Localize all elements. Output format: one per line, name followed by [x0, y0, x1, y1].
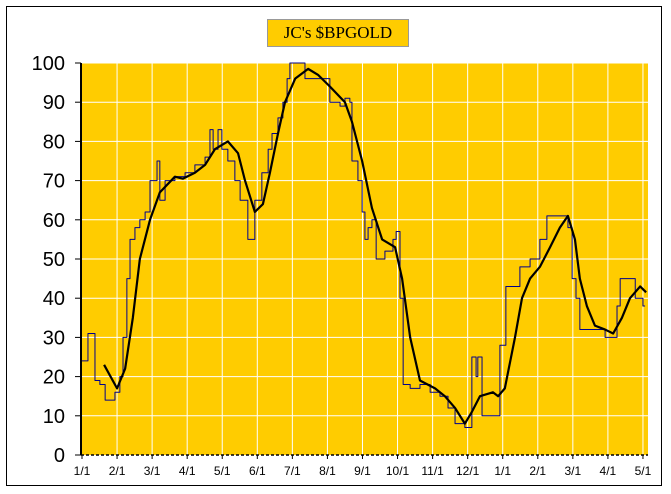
- x-tick-label: 11/1: [421, 464, 444, 478]
- chart-title: JC's $BPGOLD: [267, 19, 409, 47]
- y-tick-label: 40: [43, 288, 65, 310]
- x-tick-label: 9/1: [354, 464, 371, 478]
- x-tick-label: 3/1: [144, 464, 161, 478]
- y-tick-label: 90: [43, 92, 65, 114]
- y-tick-label: 70: [43, 171, 65, 193]
- series-line-raw: [82, 62, 646, 429]
- y-tick-label: 60: [43, 210, 65, 232]
- x-tick-label: 8/1: [319, 464, 336, 478]
- x-tick-label: 7/1: [284, 464, 301, 478]
- x-tick-label: 3/1: [564, 464, 581, 478]
- x-tick-label: 2/1: [109, 464, 126, 478]
- x-tick-label: 1/1: [74, 464, 91, 478]
- x-tick-label: 5/1: [635, 464, 652, 478]
- y-tick-label: 0: [54, 445, 65, 467]
- y-tick-label: 80: [43, 131, 65, 153]
- y-tick-label: 20: [43, 367, 65, 389]
- x-tick-label: 4/1: [179, 464, 196, 478]
- chart-frame: [6, 6, 662, 486]
- x-tick-label: 4/1: [600, 464, 617, 478]
- x-tick-label: 6/1: [249, 464, 266, 478]
- y-tick-label: 30: [43, 327, 65, 349]
- y-tick-label: 100: [32, 53, 65, 75]
- x-tick-label: 1/1: [494, 464, 511, 478]
- y-tick-label: 10: [43, 406, 65, 428]
- y-tick-label: 50: [43, 249, 65, 271]
- x-tick-label: 2/1: [529, 464, 546, 478]
- x-tick-label: 5/1: [214, 464, 231, 478]
- x-tick-label: 10/1: [386, 464, 410, 478]
- x-tick-label: 12/1: [456, 464, 480, 478]
- series-line-moving-average: [103, 67, 647, 425]
